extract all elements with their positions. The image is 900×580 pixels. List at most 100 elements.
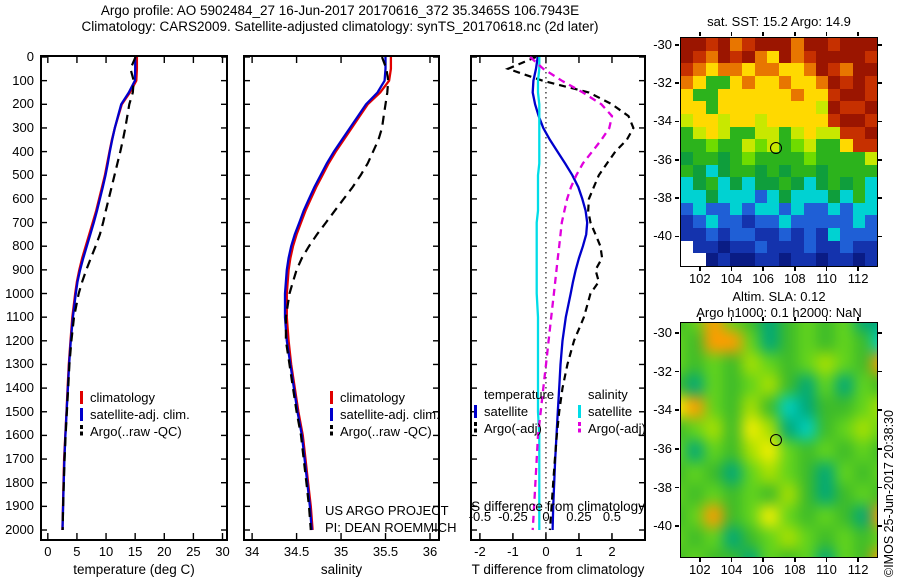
lat-tick-label: -32	[653, 363, 672, 379]
legend-label: satellite-adj. clim.	[90, 407, 190, 422]
lon-tick-label: 112	[847, 271, 869, 286]
s-difference-axis-label: S difference from climatology	[471, 499, 645, 514]
x-tick-label: 15	[127, 544, 143, 559]
tick-mark	[857, 557, 859, 562]
lon-tick-label: 108	[783, 562, 806, 577]
depth-tick-label: 700	[12, 214, 34, 230]
series-t-satellite	[531, 56, 589, 531]
s-satellite-line-swatch	[578, 405, 581, 418]
lon-tick-label: 102	[688, 562, 711, 577]
legend-label: Argo(-adj)	[588, 421, 646, 436]
depth-tick-label: 1400	[5, 380, 34, 396]
tick-mark	[825, 266, 828, 271]
argo-position-marker-sla	[769, 434, 782, 447]
tick-mark	[762, 557, 764, 562]
tick-mark	[877, 235, 882, 238]
lat-tick-label: -36	[653, 440, 672, 456]
lat-tick-label: -40	[653, 518, 672, 534]
lat-tick-label: -30	[653, 324, 672, 340]
series-s-argo	[529, 56, 614, 531]
tick-mark	[674, 82, 679, 84]
tick-mark	[877, 82, 882, 84]
tick-mark	[877, 370, 882, 373]
lat-tick-label: -34	[653, 113, 672, 129]
legend-row-t-argo: Argo(-adj)	[474, 420, 554, 437]
series-argo-raw	[61, 56, 137, 531]
series-climatology	[285, 57, 393, 531]
depth-tick-label: 600	[12, 190, 34, 206]
temperature-legend: climatology satellite-adj. clim. Argo(..…	[80, 389, 190, 440]
t-argo-line-swatch	[474, 422, 477, 435]
s-legend-header: salinity	[588, 387, 628, 402]
plot-area	[245, 56, 438, 539]
tick-mark	[857, 266, 859, 271]
sst-map-title: sat. SST: 15.2 Argo: 14.9	[707, 14, 851, 29]
argo-position-marker-sst	[769, 141, 782, 154]
tick-mark	[699, 31, 701, 36]
depth-tick-label: 1000	[5, 285, 34, 301]
lon-tick-label: 104	[720, 271, 743, 286]
lat-tick-label: -34	[653, 402, 672, 418]
sst-map	[680, 37, 878, 267]
series-climatology	[61, 57, 139, 531]
lon-tick-label: 106	[752, 562, 774, 577]
x-tick-label: -1	[507, 544, 519, 559]
legend-label: Argo(..raw -QC)	[90, 424, 182, 439]
sla-map-title-1: Altim. SLA: 0.12	[732, 289, 826, 304]
tick-mark	[877, 332, 882, 334]
depth-tick-label: 300	[12, 119, 34, 135]
depth-tick-label: 1300	[5, 356, 34, 372]
x-tick-label: 0	[44, 544, 52, 559]
salinity-axis-label: salinity	[320, 562, 363, 577]
depth-tick-label: 1500	[5, 403, 34, 419]
tick-mark	[674, 235, 679, 238]
temperature-axis-label: temperature (deg C)	[73, 562, 195, 577]
tick-mark	[730, 266, 733, 271]
tick-mark	[730, 316, 733, 321]
tick-mark	[674, 486, 679, 489]
legend-label: Argo(-adj)	[484, 421, 542, 436]
tick-mark	[674, 370, 679, 373]
lon-tick-label: 108	[783, 271, 806, 286]
legend-label: satellite-adj. clim.	[340, 407, 440, 422]
tick-mark	[762, 316, 764, 321]
difference-profile-chart	[470, 55, 646, 541]
x-tick-label: 2	[608, 544, 616, 559]
salinity-legend: climatology satellite-adj. clim. Argo(..…	[330, 389, 440, 440]
x-tick-label: 30	[215, 544, 230, 559]
lon-tick-label: 110	[816, 271, 837, 286]
depth-tick-label: 1900	[5, 498, 34, 514]
legend-label: climatology	[90, 390, 156, 405]
s-tick-label: -0.25	[498, 509, 528, 524]
depth-tick-label: 800	[12, 238, 34, 254]
argo-line-swatch	[330, 425, 333, 438]
tick-mark	[730, 31, 733, 36]
depth-tick-label: 0	[26, 49, 34, 64]
tick-mark	[825, 557, 828, 562]
series-s-satellite	[535, 57, 541, 530]
depth-tick-label: 100	[12, 72, 34, 88]
x-tick-label: 5	[73, 544, 81, 559]
lat-tick-label: -30	[653, 36, 672, 52]
tick-mark	[674, 332, 679, 334]
legend-label: climatology	[340, 390, 406, 405]
lon-tick-label: 112	[847, 562, 869, 577]
s-tick-label: 0.5	[602, 509, 621, 524]
tick-mark	[674, 448, 679, 450]
sla-map-title-2: Argo h1000: 0.1 h2000: NaN	[696, 305, 862, 320]
tick-mark	[857, 31, 859, 36]
tick-mark	[699, 316, 701, 321]
depth-tick-label: 1200	[5, 332, 34, 348]
tick-mark	[674, 44, 679, 46]
tick-mark	[877, 448, 882, 450]
tick-mark	[877, 197, 882, 199]
t-satellite-line-swatch	[474, 405, 477, 418]
x-tick-label: 10	[98, 544, 114, 559]
climatology-line-swatch	[80, 391, 83, 404]
series-t-argo	[504, 55, 635, 531]
satellite-adj-line-swatch	[80, 408, 83, 421]
series-argo-raw	[284, 56, 390, 531]
series-satellite-adj-clim	[283, 57, 387, 531]
tick-mark	[794, 31, 796, 36]
